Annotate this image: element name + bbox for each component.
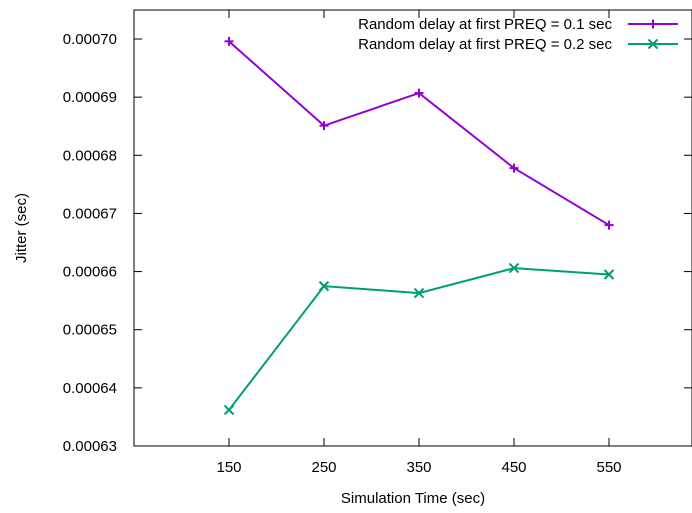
y-tick-label: 0.00068 [63,147,117,164]
series-1 [224,36,614,230]
legend-marker [647,38,659,50]
plot-frame [133,9,692,447]
y-axis: 0.00063 0.00064 0.00065 0.00066 0.00067 0.000… [63,31,692,455]
legend-label: Random delay at first PREQ = 0.1 sec [358,16,612,33]
legend: Random delay at first PREQ = 0.1 sec Rand… [358,16,678,53]
data-point [223,404,235,416]
y-axis-label: Jitter (sec) [13,193,30,263]
data-point [603,269,615,280]
y-tick-label: 0.00067 [63,205,117,222]
y-tick-label: 0.00070 [63,31,117,48]
data-point [318,280,330,292]
y-tick-label: 0.00066 [63,264,117,281]
y-tick-label: 0.00065 [63,322,117,339]
x-tick-label: 250 [311,459,336,476]
x-axis-label: Simulation Time (sec) [341,490,485,507]
legend-label: Random delay at first PREQ = 0.2 sec [358,36,612,53]
series-2 [223,262,615,416]
series-line [228,267,610,411]
y-tick-label: 0.00063 [63,438,117,455]
y-tick-label: 0.00069 [63,89,117,106]
x-tick-label: 150 [216,459,241,476]
x-tick-label: 550 [596,459,621,476]
x-axis: 150 250 350 450 550 [216,10,622,476]
x-tick-label: 450 [501,459,526,476]
x-tick-label: 350 [406,459,431,476]
data-point [508,262,520,274]
data-point [413,287,425,299]
series-layer [223,36,615,416]
series-line [228,40,610,226]
y-tick-label: 0.00064 [63,380,117,397]
